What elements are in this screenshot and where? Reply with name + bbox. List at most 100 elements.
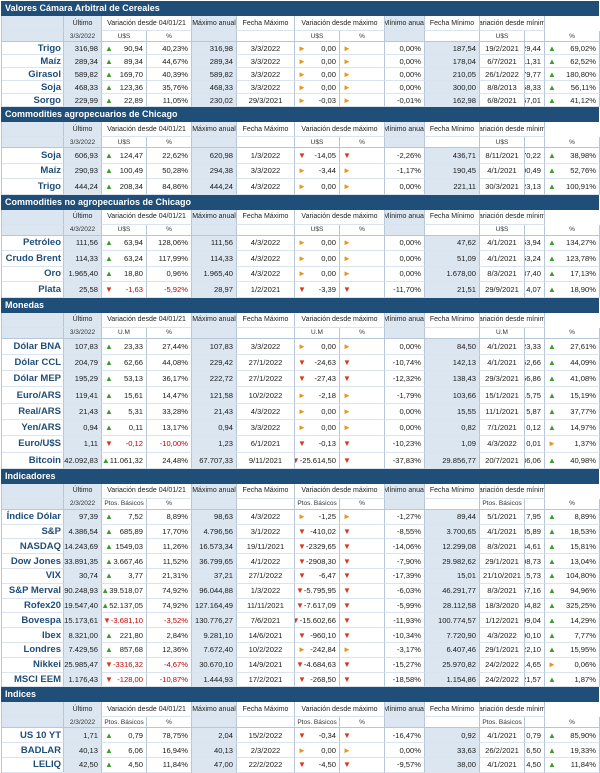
col-var: Variación desde 04/01/21 [102,483,192,499]
last-value-text: 195,29 [74,374,98,384]
empty [525,498,545,510]
var-abs-text: 1549,03 [115,541,143,551]
unit-pct: % [340,31,385,42]
arrow-down-icon: ▼ [295,601,304,611]
var-min-pct-text: 41,12% [570,95,596,105]
var-abs-text: 23,33 [123,341,143,351]
unit-pct-text: % [166,329,172,336]
instrument-name: Sorgo [2,94,64,107]
empty [192,498,237,510]
instrument-name-text: BADLAR [20,744,61,756]
col-var-min: Variación desde mínimo [480,312,545,328]
unit-text: Ptos. Básicos [482,500,522,508]
arrow-down-icon: ▼ [343,439,351,449]
unit-pct-text: % [166,718,172,726]
var-pct: -10,00% [147,436,192,453]
col-ultimo-text: Último [72,316,93,323]
var-min-pct: ▲ 104,80% [545,569,600,584]
var-pct: 22,62% [147,148,192,164]
max-date-text: 1/3/2022 [250,150,281,160]
var-max-abs: ▼ -2329,65 [295,539,340,555]
max-date-text: 27/1/2022 [248,357,283,367]
var-max-abs: ▼-15.602,66 [295,613,340,629]
arrow-right-icon: ► [298,423,306,433]
unit: U$S [102,31,147,42]
var-abs-text: 22,89 [123,95,143,105]
empty [2,31,64,42]
max-date: 17/2/2021 [237,672,295,688]
var-min-pct-text: 18,53% [570,527,596,537]
var-abs-text: 124,47 [119,150,143,160]
min-date-text: 19/2/2021 [485,43,519,53]
max-date-text: 3/3/2022 [250,56,281,66]
var-max-pct-text: -3,17% [396,645,421,655]
max-date: 19/11/2021 [237,539,295,555]
arrow-up-icon: ▲ [548,69,556,79]
instrument-name-text: Real/ARS [18,405,61,417]
var-max-abs: ▼ -5.795,95 [295,583,340,599]
unit-pct: % [545,31,600,42]
table-row: Índice Dólar 97,39 ▲ 7,52 8,89% 98,63 4/3/2022… [1,509,600,525]
instrument-name-text: Índice Dólar [6,511,61,523]
empty [192,717,237,729]
max-value-text: 294,38 [209,166,233,176]
arrow-up-icon: ▲ [548,357,556,367]
unit-text: Ptos. Básicos [104,718,144,726]
var-pct: 40,23% [147,42,192,55]
var-pct: 84,86% [147,179,192,195]
var-min-abs-text: 14,65 [525,660,541,670]
arrow-right-icon: ► [343,512,351,522]
var-min-abs: ▲91.434,82 [525,598,545,614]
var-max-abs: ► 0,00 [295,743,340,759]
var-min-abs-text: 23,33 [525,341,541,351]
max-value-text: 47,00 [213,760,233,770]
var-max-abs-text: -7.617,09 [303,601,336,611]
min-value-text: 1.154,86 [446,675,476,685]
instrument-name: Real/ARS [2,403,64,420]
var-min-abs: ▲379,77 [525,68,545,81]
var-pct: 50,28% [147,163,192,179]
section-0: Valores Cámara Arbitral de Cereales Últim… [1,1,600,107]
unit: Ptos. Básicos [295,717,340,729]
table-row: Trigo 316,98 ▲ 90,94 40,23% 316,98 3/3/2022 ► 0,… [1,42,600,55]
arrow-up-icon: ▲ [105,69,113,79]
var-abs: ▲ 5,31 [102,403,147,420]
min-date: 19/2/2021 [480,42,525,55]
col-ultimo: Último [64,16,102,31]
min-date-text: 8/3/2021 [487,586,517,596]
table-row: Euro/ARS 119,41 ▲ 15,61 14,47% 121,58 10/2/202… [1,387,600,404]
min-value: 46.291,77 [425,583,480,599]
col-fecha-min: Fecha Mínimo [425,312,480,328]
last-value: 30,74 [64,569,102,584]
arrow-up-icon: ▲ [548,181,556,191]
var-abs: ▲ 169,70 [102,68,147,81]
instrument-name: Yen/ARS [2,419,64,437]
last-value-text: 316,98 [74,43,98,53]
col-var-min-text: Variación desde mínimo [480,213,545,220]
var-min-pct-text: 1,87% [574,675,596,685]
unit-pct: % [545,498,600,510]
unit-pct: % [147,224,192,236]
max-date-text: 4/1/2022 [250,556,281,566]
arrow-up-icon: ▲ [105,82,113,92]
col-var-min: Variación desde mínimo [480,122,545,137]
max-date: 22/2/2022 [237,758,295,773]
unit-pct-text: % [569,226,575,233]
min-date: 8/3/2021 [480,583,525,599]
var-max-pct: -1,79% [385,387,425,404]
max-value-text: 30.670,10 [199,660,233,670]
arrow-down-icon: ▼ [298,556,306,566]
min-date: 8/3/2021 [480,539,525,555]
section-date: 2/3/2022 [64,717,102,729]
max-date-text: 1/2/2021 [250,284,281,294]
min-value: 1.154,86 [425,672,480,688]
arrow-up-icon: ▲ [105,423,113,433]
instrument-name: Nikkei [2,657,64,673]
var-max-pct: 0,00% [385,266,425,282]
var-min-pct-text: 40,98% [570,455,596,465]
section-date: 2/3/2022 [64,498,102,510]
max-date-text: 10/2/2022 [248,645,283,655]
table-row: LELIQ 42,50 ▲ 4,50 11,84% 47,00 22/2/2022 ▼ -4,5… [1,758,600,773]
table-row: S&P 4.386,54 ▲ 685,89 17,70% 4.796,56 3/1/2022… [1,524,600,540]
var-min-pct-text: 56,11% [570,82,596,92]
